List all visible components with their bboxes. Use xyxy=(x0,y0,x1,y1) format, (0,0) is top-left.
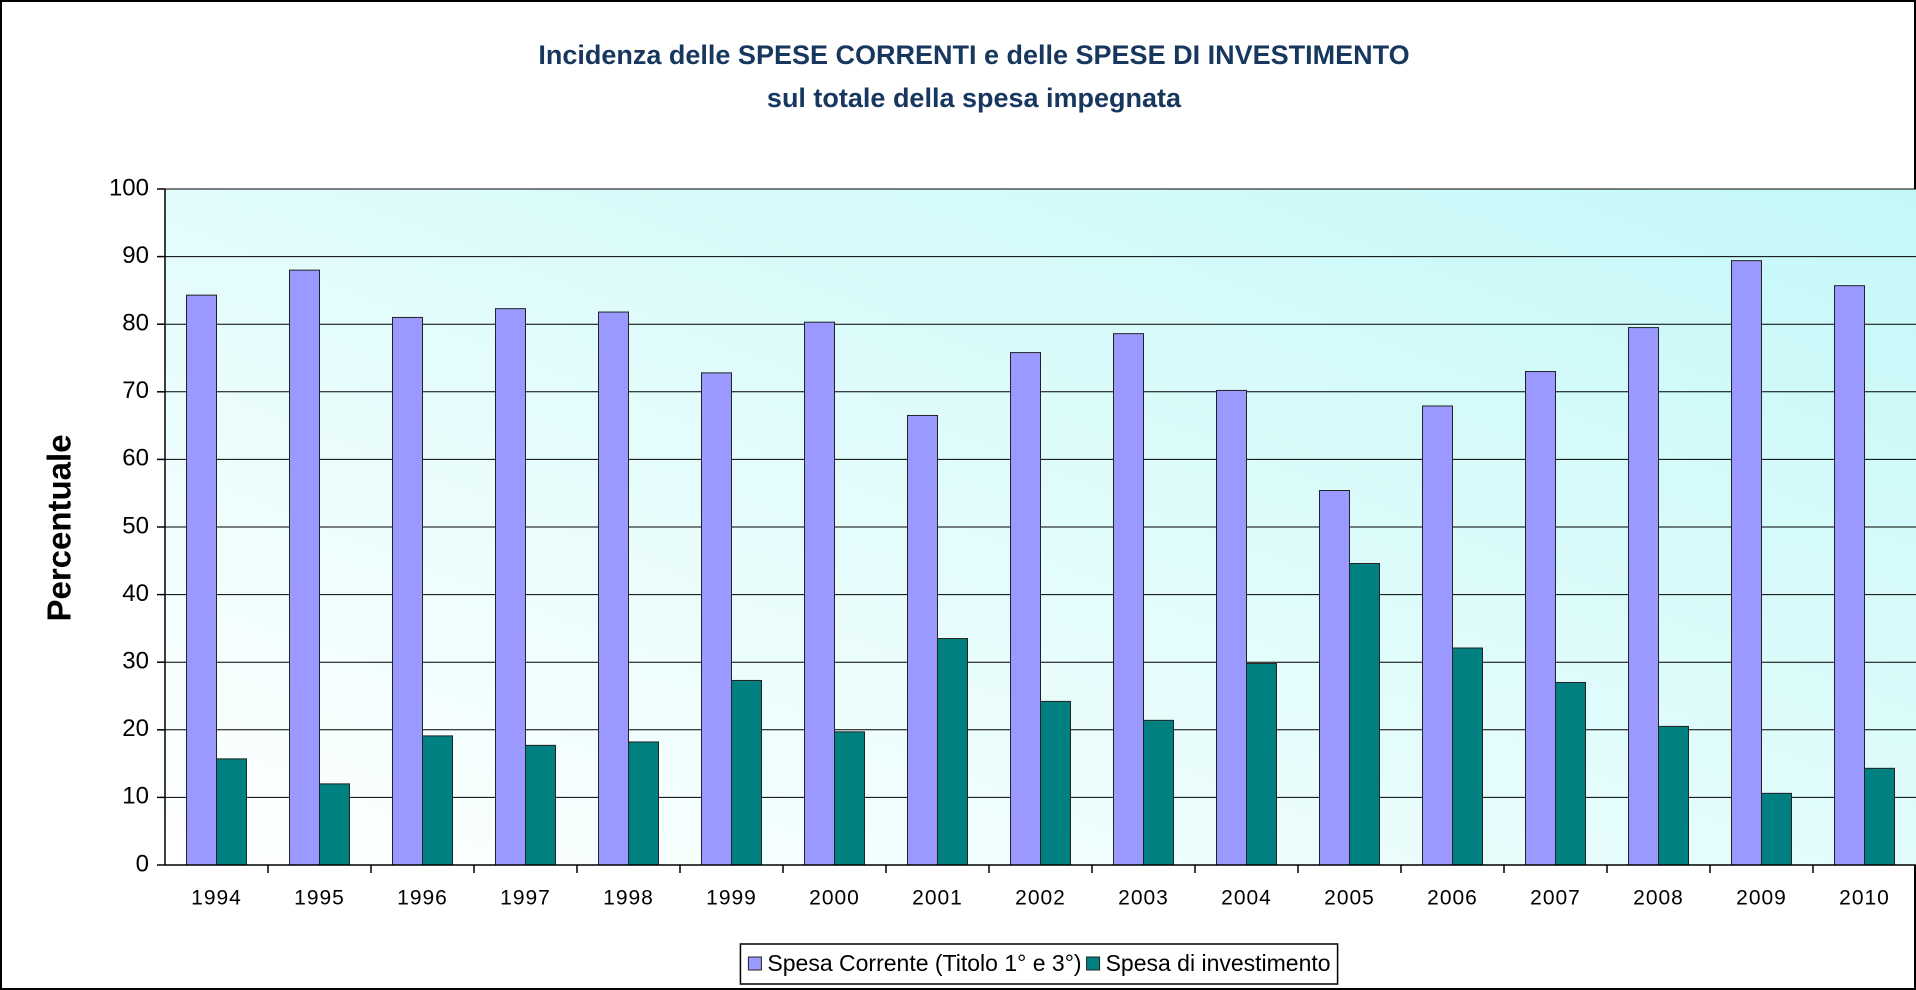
y-tick-label: 40 xyxy=(122,580,149,607)
legend-box xyxy=(739,943,1339,985)
bar xyxy=(907,414,938,866)
bar xyxy=(598,311,629,866)
legend: Spesa Corrente (Titolo 1° e 3°) Spesa di … xyxy=(739,943,1339,985)
y-tick-label: 30 xyxy=(122,648,149,675)
chart-title: sul totale della spesa impegnata xyxy=(767,83,1182,113)
chart-title: Incidenza delle SPESE CORRENTI e delle S… xyxy=(538,40,1409,70)
bar xyxy=(628,741,659,866)
bar xyxy=(731,679,762,866)
x-tick-label: 2009 xyxy=(1736,887,1787,910)
x-tick-label: 2001 xyxy=(912,887,963,910)
y-tick-label: 100 xyxy=(109,174,149,201)
x-tick-label: 1995 xyxy=(294,887,345,910)
x-tick-label: 2002 xyxy=(1015,887,1066,910)
bar xyxy=(422,735,453,866)
bar xyxy=(1628,327,1659,866)
x-tick-label: 2005 xyxy=(1324,887,1375,910)
bar xyxy=(495,308,526,866)
bar xyxy=(1216,389,1247,866)
x-tick-label: 1999 xyxy=(706,887,757,910)
y-axis-label: Percentuale xyxy=(41,434,78,621)
bar xyxy=(1040,700,1071,866)
bar xyxy=(392,316,423,866)
bar xyxy=(1834,285,1865,866)
x-tick-label: 2007 xyxy=(1530,887,1581,910)
bar xyxy=(1143,719,1174,866)
y-tick-label: 0 xyxy=(136,850,149,877)
bar xyxy=(1658,725,1689,866)
y-tick-label: 80 xyxy=(122,310,149,337)
x-tick-label: 2003 xyxy=(1118,887,1169,910)
bar xyxy=(1319,489,1350,866)
bar xyxy=(834,731,865,866)
x-tick-label: 2008 xyxy=(1633,887,1684,910)
legend-swatch xyxy=(1086,956,1101,971)
bar xyxy=(1761,792,1792,866)
y-tick-label: 90 xyxy=(122,242,149,269)
bar xyxy=(1555,681,1586,866)
x-tick-label: 2000 xyxy=(809,887,860,910)
bar xyxy=(1864,767,1895,866)
bar xyxy=(319,783,350,866)
x-tick-label: 1996 xyxy=(397,887,448,910)
bar xyxy=(289,269,320,866)
bar xyxy=(525,744,556,866)
y-tick-label: 70 xyxy=(122,377,149,404)
bar xyxy=(1113,333,1144,866)
y-tick-label: 20 xyxy=(122,715,149,742)
bar xyxy=(1422,405,1453,866)
x-tick-label: 2010 xyxy=(1839,887,1890,910)
bar xyxy=(937,638,968,866)
bar xyxy=(1452,647,1483,866)
bar xyxy=(1349,563,1380,866)
legend-label: Spesa Corrente (Titolo 1° e 3°) xyxy=(767,950,1081,976)
legend-label: Spesa di investimento xyxy=(1106,950,1331,976)
y-tick-label: 10 xyxy=(122,783,149,810)
bar xyxy=(1246,663,1277,866)
x-tick-label: 1994 xyxy=(191,887,242,910)
legend-swatch xyxy=(747,956,762,971)
y-tick-label: 60 xyxy=(122,445,149,472)
bar xyxy=(1731,260,1762,866)
x-tick-label: 2006 xyxy=(1427,887,1478,910)
bar xyxy=(701,372,732,866)
x-tick-label: 1998 xyxy=(603,887,654,910)
bar xyxy=(216,758,247,866)
x-tick-label: 2004 xyxy=(1221,887,1272,910)
x-tick-label: 1997 xyxy=(500,887,551,910)
y-tick-label: 50 xyxy=(122,512,149,539)
bar xyxy=(804,321,835,866)
bar xyxy=(1525,371,1556,866)
bar xyxy=(1010,352,1041,866)
bar xyxy=(186,294,217,866)
